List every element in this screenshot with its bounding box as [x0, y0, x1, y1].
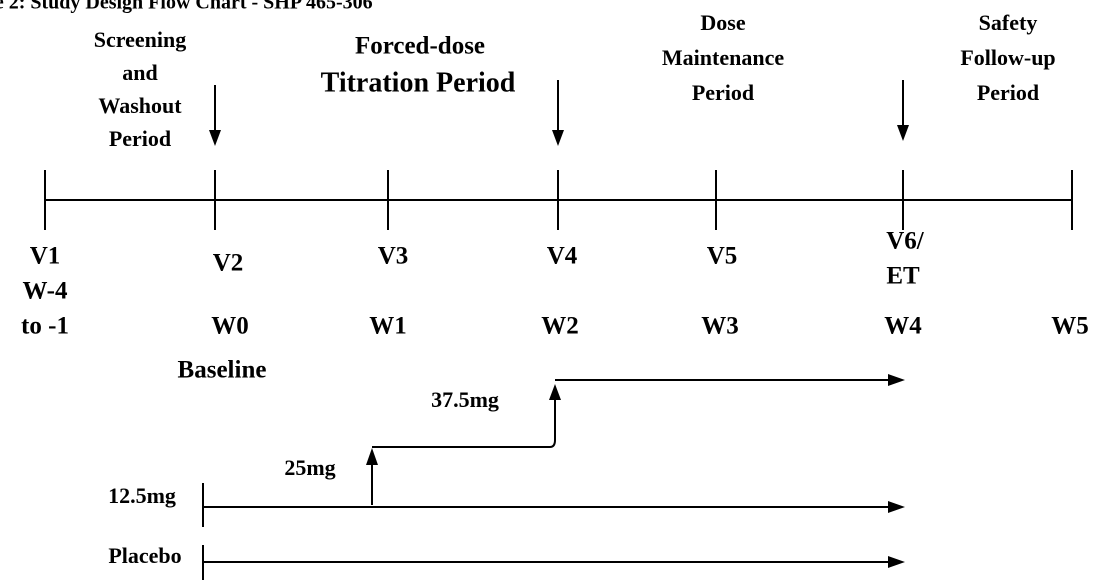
period-label: Maintenance	[662, 45, 784, 70]
week-label: W3	[701, 313, 739, 340]
period-label: Period	[109, 126, 171, 151]
figure-title: Figure 2: Study Design Flow Chart - SHP …	[0, 0, 373, 14]
visit-label: V3	[378, 243, 409, 270]
visit-label: V4	[547, 243, 578, 270]
week-label: W0	[211, 313, 249, 340]
period-label: Follow-up	[960, 45, 1055, 70]
period-label: Forced-dose	[355, 33, 485, 60]
period-label: Period	[977, 80, 1039, 105]
period-label: and	[122, 60, 157, 85]
week-label: to -1	[21, 313, 69, 340]
period-label: Period	[692, 80, 754, 105]
week-label: W2	[541, 313, 579, 340]
period-label: Titration Period	[321, 67, 516, 98]
visit-label: ET	[886, 263, 920, 290]
dose-label: 12.5mg	[108, 483, 176, 508]
period-label: Dose	[700, 10, 745, 35]
visit-label: V1	[30, 243, 61, 270]
week-label: W1	[369, 313, 407, 340]
dose-arrows	[202, 374, 905, 580]
period-label: Screening	[94, 27, 186, 52]
visit-label: V6/	[886, 228, 925, 255]
visit-label: V5	[707, 243, 738, 270]
dose-label: 37.5mg	[431, 387, 499, 412]
period-label: Washout	[98, 93, 182, 118]
week-label: W4	[884, 313, 922, 340]
dose-label: Placebo	[108, 543, 181, 568]
period-label: Safety	[979, 10, 1038, 35]
timeline	[44, 170, 1073, 230]
baseline-label: Baseline	[178, 357, 267, 384]
week-label: W5	[1051, 313, 1089, 340]
week-label: W-4	[23, 278, 68, 305]
visit-label: V2	[213, 250, 244, 277]
down-arrows	[209, 80, 909, 146]
dose-label: 25mg	[284, 455, 335, 480]
